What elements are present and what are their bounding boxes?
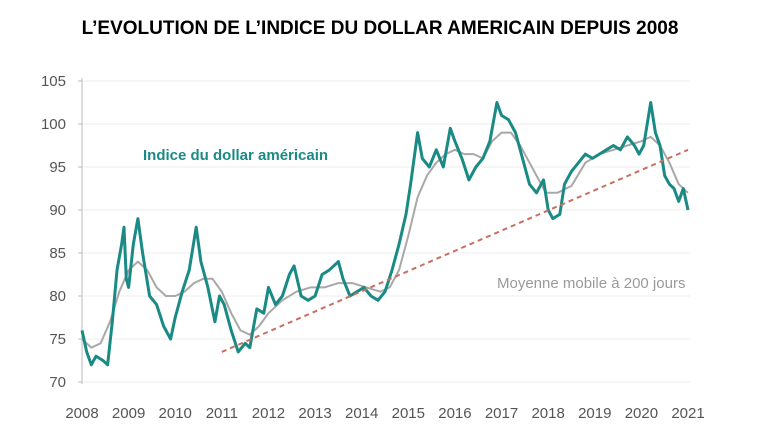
x-tick-label: 2009 [112,405,145,422]
moving-average-line [81,131,689,349]
x-tick-label: 2019 [578,405,611,422]
x-tick-label: 2012 [252,405,285,422]
x-tick-label: 2010 [159,405,192,422]
x-tick-label: 2020 [625,405,658,422]
y-tick-label: 75 [49,331,66,348]
x-tick-label: 2018 [531,405,564,422]
x-tick-label: 2013 [298,405,331,422]
x-tick-label: 2016 [438,405,471,422]
chart-title: L’EVOLUTION DE L’INDICE DU DOLLAR AMERIC… [81,18,679,39]
y-tick-label: 80 [49,288,66,305]
y-tick-label: 70 [49,374,66,391]
index-label: Indice du dollar américain [143,147,328,164]
x-tick-label: 2011 [206,405,238,422]
y-tick-label: 90 [49,202,66,219]
trend-line [221,148,689,353]
x-tick-label: 2008 [65,405,98,422]
y-tick-label: 85 [49,245,66,262]
y-tick-label: 100 [41,116,66,133]
x-tick-label: 2014 [345,405,378,422]
moving-average-label: Moyenne mobile à 200 jours [497,275,685,292]
index-series-line [80,101,690,367]
x-tick-label: 2017 [485,405,518,422]
y-tick-label: 105 [41,73,66,90]
y-tick-label: 95 [49,159,66,176]
x-tick-label: 2021 [671,405,704,422]
x-tick-label: 2015 [392,405,425,422]
